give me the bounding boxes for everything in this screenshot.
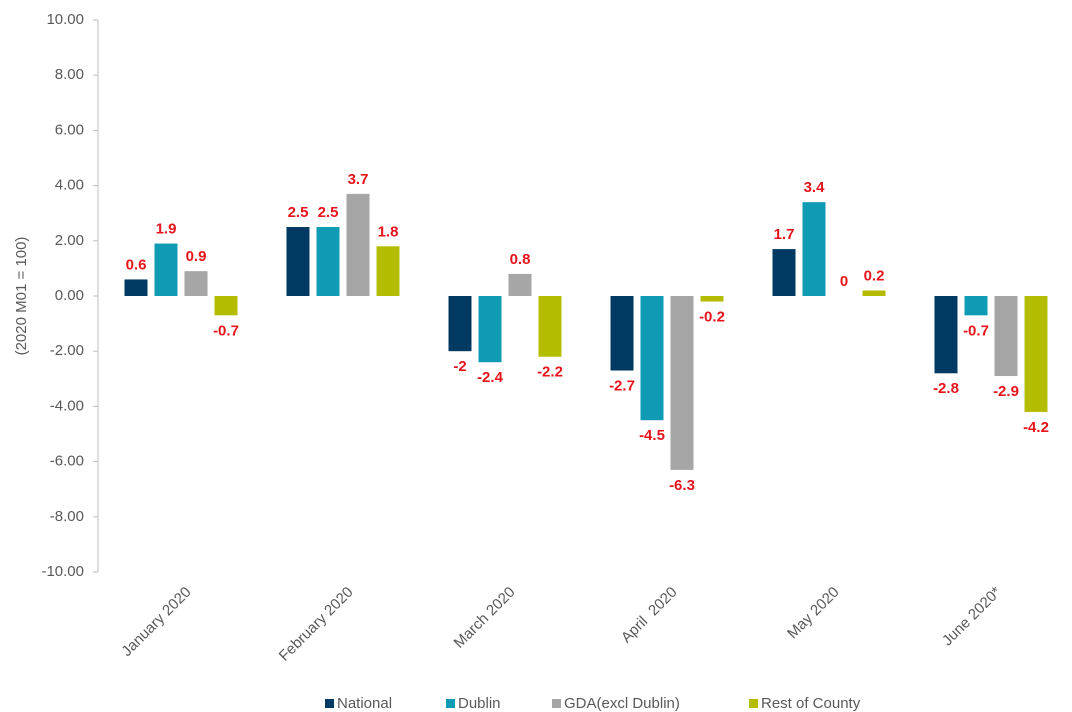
bar: [478, 296, 502, 363]
bar: [214, 296, 238, 316]
value-label: 0.8: [510, 251, 531, 268]
value-label: 2.5: [318, 204, 339, 221]
value-label: 3.4: [804, 179, 826, 196]
y-tick-label: -4.00: [50, 397, 84, 414]
bar: [862, 290, 886, 296]
value-label: -2: [453, 358, 466, 375]
value-label: 1.9: [156, 221, 177, 238]
y-tick-label: -8.00: [50, 508, 84, 525]
value-label: -0.7: [963, 322, 989, 339]
value-label: -2.8: [933, 380, 959, 397]
value-label: -6.3: [669, 477, 695, 494]
bar: [184, 271, 208, 296]
y-tick-label: 4.00: [55, 177, 84, 194]
y-tick-label: -10.00: [41, 563, 84, 580]
legend-label: National: [337, 695, 392, 712]
value-label: 0: [840, 273, 848, 290]
bar: [286, 227, 310, 296]
value-label: 3.7: [348, 171, 369, 188]
y-tick-label: 8.00: [55, 66, 84, 83]
bar: [964, 296, 988, 316]
x-tick-label: May 2020: [784, 584, 843, 643]
y-tick-label: 2.00: [55, 232, 84, 249]
value-label: 1.7: [774, 226, 795, 243]
legend-swatch: [552, 699, 561, 708]
value-label: -4.2: [1023, 419, 1049, 436]
y-tick-label: 10.00: [46, 11, 84, 28]
legend-swatch: [749, 699, 758, 708]
y-tick-label: -6.00: [50, 453, 84, 470]
x-tick-label: February 2020: [276, 584, 357, 665]
bar: [802, 202, 826, 296]
bar: [610, 296, 634, 371]
value-label: 1.8: [378, 223, 399, 240]
x-tick-label: January 2020: [118, 584, 194, 660]
value-label: 0.9: [186, 248, 207, 265]
bar: [538, 296, 562, 357]
bar: [934, 296, 958, 374]
bar: [448, 296, 472, 352]
bar: [154, 243, 178, 296]
bar: [772, 249, 796, 296]
legend-label: GDA(excl Dublin): [564, 695, 680, 712]
y-tick-label: 0.00: [55, 287, 84, 304]
bar: [376, 246, 400, 296]
value-label: 2.5: [288, 204, 309, 221]
y-axis-label: (2020 M01 = 100): [13, 237, 30, 356]
legend-swatch: [446, 699, 455, 708]
bar: [346, 193, 370, 296]
y-tick-label: 6.00: [55, 121, 84, 138]
bar: [124, 279, 148, 296]
legend-label: Rest of County: [761, 695, 861, 712]
x-tick-label: April 2020: [618, 584, 681, 647]
bar: [316, 227, 340, 296]
value-label: 0.2: [864, 267, 885, 284]
bar: [1024, 296, 1048, 412]
bar: [640, 296, 664, 421]
bar: [994, 296, 1018, 377]
value-label: -2.9: [993, 383, 1019, 400]
bar: [670, 296, 694, 470]
value-label: -2.4: [477, 369, 504, 386]
legend-label: Dublin: [458, 695, 501, 712]
value-label: -0.7: [213, 322, 239, 339]
x-tick-label: June 2020*: [939, 584, 1005, 650]
value-label: 0.6: [126, 256, 147, 273]
bar: [700, 296, 724, 302]
value-label: -2.2: [537, 364, 563, 381]
x-tick-label: March 2020: [451, 584, 519, 652]
value-label: -0.2: [699, 308, 725, 325]
value-label: -4.5: [639, 427, 665, 444]
y-tick-label: -2.00: [50, 342, 84, 359]
bar: [508, 273, 532, 296]
legend-swatch: [325, 699, 334, 708]
value-label: -2.7: [609, 377, 635, 394]
